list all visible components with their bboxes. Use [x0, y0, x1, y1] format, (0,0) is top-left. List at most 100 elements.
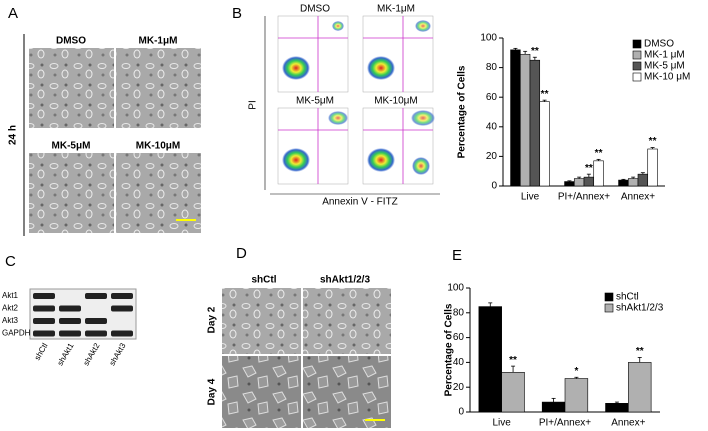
blot-band [111, 293, 133, 299]
y-tick-label: 60 [453, 332, 465, 343]
micrograph [222, 356, 301, 428]
cell-cloud [282, 56, 310, 80]
axis-label: Annexin V - FITZ [322, 197, 398, 208]
panel-label: C [5, 253, 16, 270]
significance: ** [585, 163, 593, 174]
cell-cloud [332, 21, 344, 31]
micrograph [303, 356, 391, 428]
blot-band [111, 330, 133, 337]
panel-label: B [232, 5, 242, 22]
significance: * [574, 366, 578, 377]
time-label: 24 h [8, 125, 19, 145]
bar [637, 173, 649, 187]
significance: ** [541, 89, 549, 100]
condition: MK-5μM [52, 141, 91, 152]
bar [564, 378, 589, 413]
legend-label: shAkt1/2/3 [616, 303, 664, 314]
micrograph [222, 288, 301, 354]
y-tick-label: 0 [458, 407, 464, 418]
blot-band [59, 318, 81, 324]
cell-cloud [412, 157, 430, 175]
bar [529, 59, 541, 187]
y-tick-label: 40 [453, 357, 465, 368]
legend-swatch [632, 50, 642, 60]
bar [627, 178, 639, 187]
bar [539, 101, 550, 187]
axis-label: PI [248, 100, 259, 109]
y-axis-label: Percentage of Cells [457, 65, 468, 158]
blot-band [33, 318, 55, 324]
panel-label: E [452, 247, 462, 264]
legend-label: MK-10 μM [644, 72, 690, 83]
bar [618, 179, 629, 187]
significance: ** [595, 148, 603, 159]
bar [605, 403, 629, 413]
cell-cloud [415, 20, 431, 32]
bar [583, 176, 595, 187]
significance: ** [531, 46, 539, 57]
x-tick-label: Annex+ [611, 418, 645, 429]
bar [564, 181, 575, 187]
column-label: shCtl [252, 275, 277, 286]
blot-band [85, 293, 107, 299]
legend-swatch [604, 292, 614, 302]
blot-band [85, 318, 107, 324]
bar [510, 49, 521, 187]
y-tick-label: 20 [486, 151, 498, 162]
y-tick-label: 40 [486, 121, 498, 132]
significance: ** [649, 136, 657, 147]
legend-swatch [604, 303, 614, 313]
cell-cloud [367, 148, 395, 172]
blot-band [33, 293, 55, 299]
significance: ** [636, 346, 644, 357]
cell-cloud [282, 148, 310, 172]
row-label: Day 4 [207, 378, 218, 405]
blot-band [59, 330, 81, 337]
condition: DMSO [56, 36, 86, 47]
micrograph [29, 153, 114, 233]
y-tick-label: 100 [447, 283, 464, 294]
bar [593, 160, 604, 187]
blot-row-label: Akt1 [2, 291, 19, 300]
bar [573, 178, 585, 187]
legend-label: shCtl [616, 292, 639, 303]
cell-cloud [328, 111, 348, 125]
condition: MK-1μM [139, 36, 178, 47]
plot-title: MK-1μM [377, 4, 415, 15]
legend-swatch [632, 72, 642, 82]
blot-row-label: GAPDH [2, 329, 31, 338]
y-tick-label: 80 [486, 62, 498, 73]
y-tick-label: 20 [453, 382, 465, 393]
bar [541, 401, 566, 413]
blot-band [85, 330, 107, 337]
x-tick-label: PI+/Annex+ [539, 418, 591, 429]
blot-band [33, 305, 55, 312]
cell-cloud [411, 110, 435, 126]
y-tick-label: 80 [453, 307, 465, 318]
micrograph [303, 288, 391, 354]
legend-label: MK-1 μM [644, 50, 685, 61]
plot-title: MK-10μM [374, 96, 418, 107]
bar [478, 306, 502, 413]
plot-title: MK-5μM [296, 96, 334, 107]
legend-label: DMSO [644, 39, 674, 50]
x-tick-label: Annex+ [621, 192, 655, 203]
significance: ** [509, 355, 517, 366]
blot-row-label: Akt3 [2, 316, 19, 325]
blot-band [33, 330, 55, 337]
panel-label: A [8, 5, 18, 22]
lane-label: shAkt3 [108, 341, 128, 367]
legend-swatch [632, 39, 642, 49]
micrograph [29, 48, 114, 128]
bar [501, 372, 525, 413]
y-tick-label: 60 [486, 92, 498, 103]
layout [23, 16, 440, 428]
y-axis-label: Percentage of Cells [444, 303, 455, 396]
panel-label: D [236, 245, 247, 262]
y-tick-label: 0 [491, 181, 497, 192]
x-tick-label: Live [521, 192, 540, 203]
condition: MK-10μM [136, 141, 180, 152]
x-tick-label: PI+/Annex+ [558, 192, 610, 203]
bar [519, 53, 531, 187]
